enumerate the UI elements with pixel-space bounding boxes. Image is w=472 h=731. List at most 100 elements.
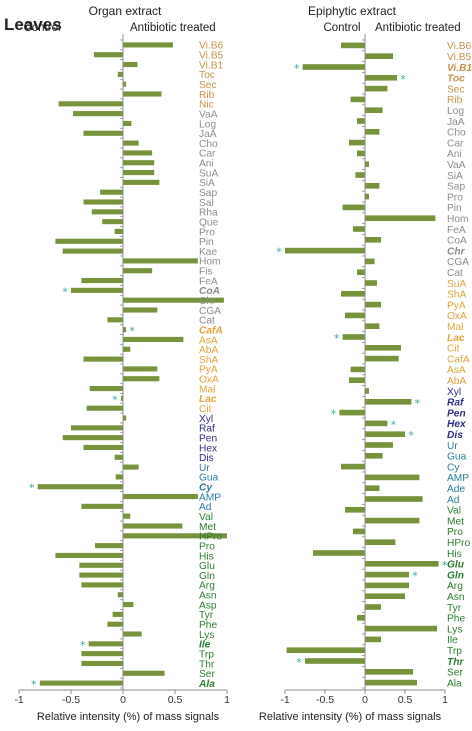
bar-ur xyxy=(365,442,393,448)
category-label-hex: Hex xyxy=(199,443,217,454)
category-label-hpro: HPro xyxy=(199,532,223,543)
bar-phe xyxy=(357,614,365,621)
bar-aba xyxy=(349,377,365,384)
bar-sec xyxy=(123,81,127,87)
bar-oxa xyxy=(123,376,160,382)
category-label-cit: Cit xyxy=(199,404,212,415)
bar-trp xyxy=(81,651,123,657)
bar-ad xyxy=(365,496,423,502)
x-tick-label: -1 xyxy=(14,694,23,706)
category-label-sec: Sec xyxy=(447,84,465,95)
bar-ile xyxy=(88,641,123,647)
bar-vi-b5 xyxy=(365,53,393,60)
x-tick-label: 0.5 xyxy=(398,694,413,706)
category-label-chr: Chr xyxy=(447,246,466,257)
bar-ur xyxy=(123,464,139,470)
bar-cit xyxy=(365,344,401,351)
bar-gua xyxy=(365,452,383,459)
category-label-pen: Pen xyxy=(199,433,217,444)
category-label-cho: Cho xyxy=(199,139,218,150)
significance-marker-gln: * xyxy=(412,570,418,583)
panel-title-organ: Organ extract xyxy=(89,4,162,18)
bar-cga xyxy=(365,258,375,265)
bar-sia xyxy=(123,179,160,185)
category-label-chr: Chr xyxy=(199,296,216,307)
bar-asn xyxy=(365,593,405,600)
category-label-aba: AbA xyxy=(199,345,218,356)
bar-met xyxy=(123,523,183,529)
bar-arg xyxy=(365,582,409,589)
bar-mal xyxy=(365,323,380,330)
category-label-asa: AsA xyxy=(447,365,466,376)
category-label-hex: Hex xyxy=(447,419,467,430)
bar-gln xyxy=(365,571,409,578)
category-label-cafa: CafA xyxy=(199,325,223,336)
bar-vi-b1 xyxy=(123,61,138,68)
x-tick-label: 0 xyxy=(362,694,368,706)
category-label-ade: Ade xyxy=(447,484,465,495)
bar-hpro xyxy=(123,533,227,539)
category-label-raf: Raf xyxy=(199,424,215,435)
bar-phe xyxy=(107,621,123,627)
bar-pen xyxy=(62,435,123,441)
category-label-lys: Lys xyxy=(199,630,214,641)
category-label-pya: PyA xyxy=(199,365,218,376)
significance-marker-ile: * xyxy=(80,639,86,652)
bar-hex xyxy=(365,420,388,427)
bar-hom xyxy=(123,258,198,264)
bar-arg xyxy=(81,582,123,588)
bar-amp xyxy=(123,493,198,500)
bar-ile xyxy=(365,636,381,643)
category-label-cat: Cat xyxy=(447,268,463,279)
category-label-dis: Dis xyxy=(447,430,463,441)
category-label-pro: Pro xyxy=(447,192,463,203)
bar-rha xyxy=(91,209,123,215)
category-label-sia: SiA xyxy=(447,171,463,182)
category-label-amp: AMP xyxy=(447,473,469,484)
right-label-organ: Antibiotic treated xyxy=(130,22,216,34)
category-label-trp: Trp xyxy=(447,646,462,657)
category-label-cy: Cy xyxy=(447,462,460,473)
category-label-vaa: VaA xyxy=(199,109,218,120)
category-label-mal: Mal xyxy=(447,322,463,333)
bar-sap xyxy=(100,189,123,195)
bar-lys xyxy=(365,625,437,632)
category-label-vi-b5: Vi.B5 xyxy=(199,51,223,62)
bar-vaa xyxy=(365,161,369,168)
bar-pin xyxy=(55,238,123,244)
bar-sha xyxy=(341,290,365,297)
bar-pen xyxy=(339,409,365,416)
bar-lys xyxy=(123,631,142,637)
significance-marker-cafa: * xyxy=(129,325,135,338)
left-label-organ: Control xyxy=(23,22,60,34)
bar-fea xyxy=(353,226,365,232)
bar-nic xyxy=(58,101,123,107)
category-label-cafa: CafA xyxy=(447,354,470,365)
category-label-ala: Ala xyxy=(198,679,215,690)
category-label-hpro: HPro xyxy=(447,538,471,549)
category-label-rib: Rib xyxy=(199,90,215,101)
left-label-epiphytic: Control xyxy=(323,22,360,34)
bar-cga xyxy=(123,307,158,313)
bar-cit xyxy=(86,405,123,411)
bar-cho xyxy=(365,128,380,135)
bar-lac xyxy=(342,334,365,340)
bar-vaa xyxy=(73,111,123,117)
category-label-rib: Rib xyxy=(447,95,463,106)
bar-vi-b1 xyxy=(302,64,365,70)
bar-coa xyxy=(71,287,123,293)
category-label-pro: Pro xyxy=(447,527,463,538)
category-label-met: Met xyxy=(447,516,464,527)
category-label-coa: CoA xyxy=(447,236,467,247)
category-label-ur: Ur xyxy=(199,463,210,474)
category-label-amp: AMP xyxy=(199,492,221,503)
bar-pya xyxy=(123,366,158,372)
category-label-pin: Pin xyxy=(199,237,214,248)
bar-toc xyxy=(365,74,397,81)
bar-gln xyxy=(79,572,123,578)
bar-asa xyxy=(350,366,365,373)
category-label-kae: Kae xyxy=(199,247,217,258)
bar-cafa xyxy=(365,355,399,362)
panel-epiphytic-extract: -1 -0.5 0 0.5 1 Vi.B6Vi.B5Vi.B1TocSecRibLogJa… xyxy=(276,34,472,706)
